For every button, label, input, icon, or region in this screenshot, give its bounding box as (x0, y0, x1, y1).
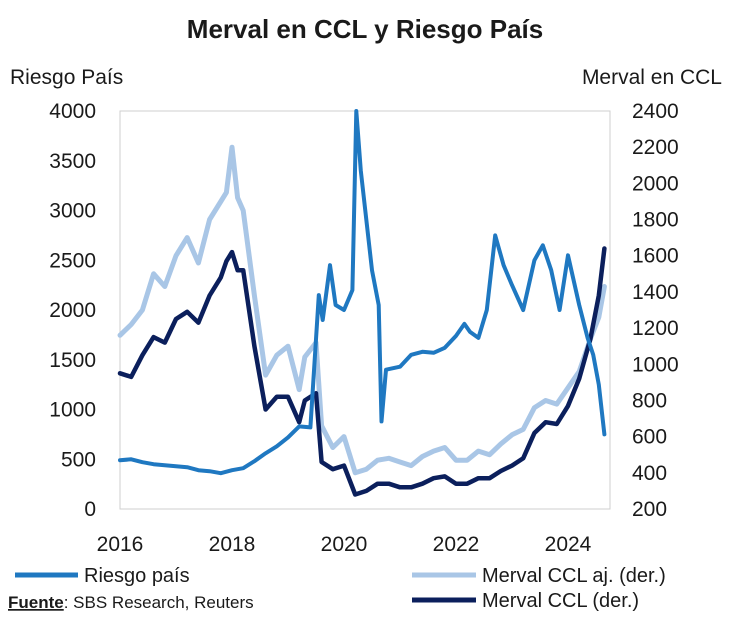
left-tick-label: 1000 (49, 399, 96, 422)
series-line-merval-ccl-der (117, 246, 607, 497)
series-layer (117, 109, 607, 497)
left-tick-label: 1500 (49, 349, 96, 372)
x-tick-label: 2024 (545, 533, 592, 556)
right-tick-label: 2400 (632, 100, 679, 123)
left-tick-label: 3500 (49, 150, 96, 173)
legend-label-merval-ccl-aj: Merval CCL aj. (der.) (482, 565, 666, 587)
right-tick-label: 1600 (632, 245, 679, 268)
series-line-riesgo-pa-s (118, 109, 607, 476)
legend: Riesgo país Merval CCL aj. (der.) Merval… (15, 565, 666, 612)
right-tick-label: 600 (632, 426, 667, 449)
right-tick-label: 200 (632, 498, 667, 521)
x-tick-label: 2018 (209, 533, 256, 556)
left-tick-label: 3000 (49, 200, 96, 223)
right-tick-label: 1800 (632, 209, 679, 232)
legend-label-riesgo-pais: Riesgo país (84, 565, 190, 587)
source-text: : SBS Research, Reuters (64, 593, 254, 612)
plot-area-frame (119, 110, 611, 510)
left-tick-label: 0 (84, 498, 96, 521)
x-axis-ticks: 2016 2018 2020 2022 2024 (97, 533, 592, 556)
right-tick-label: 1200 (632, 317, 679, 340)
source-note: Fuente: SBS Research, Reuters (8, 593, 254, 612)
right-tick-label: 2200 (632, 136, 679, 159)
right-tick-label: 400 (632, 462, 667, 485)
right-tick-label: 2000 (632, 172, 679, 195)
x-tick-label: 2022 (433, 533, 480, 556)
left-axis-title: Riesgo País (10, 66, 123, 89)
left-axis-ticks: 0 500 1000 1500 2000 2500 3000 3500 4000 (49, 100, 96, 521)
x-tick-label: 2020 (321, 533, 368, 556)
right-tick-label: 1000 (632, 353, 679, 376)
legend-label-merval-ccl: Merval CCL (der.) (482, 590, 639, 612)
left-tick-label: 2000 (49, 299, 96, 322)
chart-title: Merval en CCL y Riesgo País (187, 14, 543, 44)
series-line-merval-ccl-aj-der (117, 144, 607, 476)
left-tick-label: 2500 (49, 249, 96, 272)
left-tick-label: 4000 (49, 100, 96, 123)
source-label: Fuente (8, 593, 64, 612)
left-tick-label: 500 (61, 448, 96, 471)
right-axis-ticks: 200 400 600 800 1000 1200 1400 1600 1800 2000 2200… (632, 100, 679, 521)
right-tick-label: 800 (632, 389, 667, 412)
right-axis-title: Merval en CCL (582, 66, 722, 89)
x-tick-label: 2016 (97, 533, 144, 556)
right-tick-label: 1400 (632, 281, 679, 304)
